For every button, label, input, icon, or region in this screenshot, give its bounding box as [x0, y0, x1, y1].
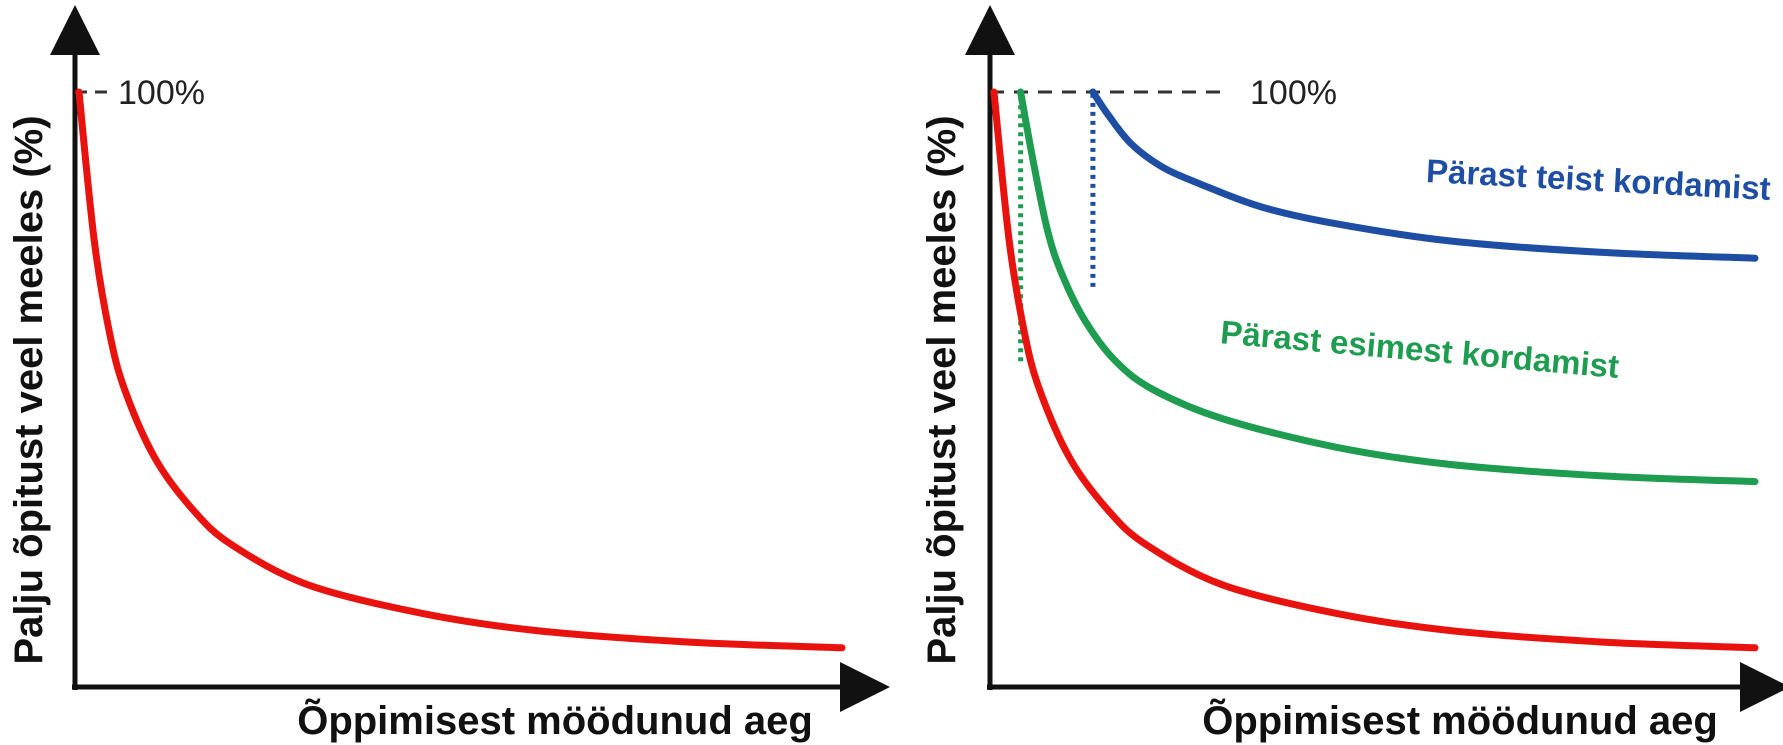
chart-with-repetition: 100% Palju õpitust veel meeles (%) Õppim…	[920, 5, 1783, 743]
series-layer	[990, 88, 1759, 652]
series-label-first-review: Pärast esimest kordamist	[1219, 313, 1621, 385]
x-axis-label: Õppimisest möödunud aeg	[297, 697, 813, 743]
series-layer	[75, 88, 846, 652]
series-line-0	[75, 88, 846, 652]
x-axis-label: Õppimisest möödunud aeg	[1202, 697, 1718, 743]
chart-without-repetition: 100% Palju õpitust veel meeles (%) Õppim…	[7, 5, 890, 743]
series-line-1	[1017, 88, 1759, 486]
series-line-0	[990, 88, 1759, 652]
y-axis-label: Palju õpitust veel meeles (%)	[7, 115, 51, 664]
y-axis-label: Palju õpitust veel meeles (%)	[920, 115, 964, 664]
series-label-second-review: Pärast teist kordamist	[1425, 152, 1771, 207]
tick-label-100: 100%	[1250, 74, 1337, 112]
series-line-2	[1089, 88, 1759, 262]
tick-label-100: 100%	[118, 74, 205, 112]
